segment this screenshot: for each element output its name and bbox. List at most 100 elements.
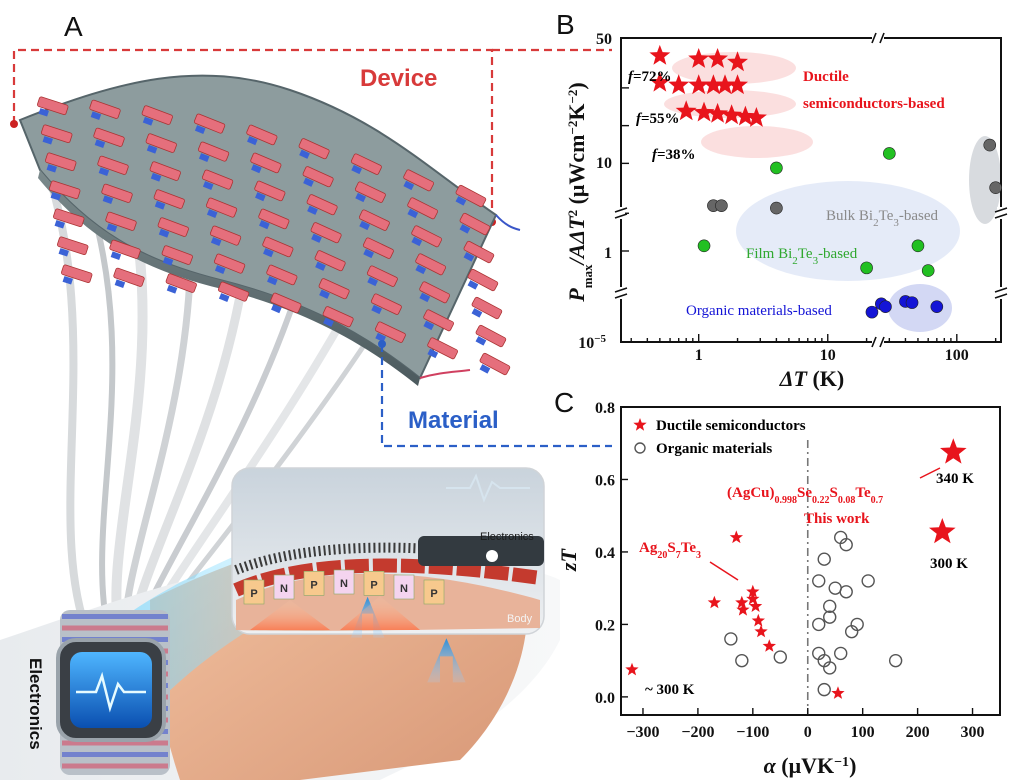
thermoelectric-legs [37, 96, 511, 376]
device-callout-line [12, 48, 494, 222]
thermoelectric-leg [362, 237, 394, 259]
panel-c-xtick-label: 300 [961, 724, 985, 741]
axis-break-mark [871, 336, 877, 348]
electrode-pad [102, 195, 114, 204]
inset-heartbeat-icon [446, 473, 530, 503]
thermoelectric-leg [314, 250, 346, 272]
thermoelectric-leg [310, 222, 342, 244]
panel-b-circle-point [989, 181, 1002, 194]
thermoelectric-leg [258, 208, 290, 230]
smart-watch: Electronics [26, 610, 170, 775]
thermoelectric-leg [93, 127, 125, 147]
thermoelectric-leg [193, 113, 226, 134]
thermoelectric-leg [254, 180, 286, 202]
thermoelectric-leg [213, 253, 246, 274]
band-stripe [62, 614, 168, 619]
electrode-pad [311, 233, 322, 243]
panel-b-circle-point [930, 300, 944, 313]
thermoelectric-leg [467, 268, 499, 292]
panel-c-circle-point [861, 574, 875, 588]
panel-c-300k-approx: ~ 300 K [645, 682, 695, 698]
axis-break-mark [879, 336, 885, 348]
panel-b-ductile-line2: semiconductors-based [803, 96, 945, 112]
electrode-pad [419, 292, 431, 303]
heat-in-arrow-right [340, 596, 420, 630]
electrode-pad [259, 220, 270, 230]
panel-c-star-point [748, 599, 763, 612]
panel-b-circle-point [715, 199, 728, 212]
watch-screen [70, 652, 152, 728]
panel-c-circle-point [839, 537, 853, 552]
panel-c-star-point [762, 639, 776, 652]
panel-c-star-point [746, 592, 760, 605]
panel-b-star-point [734, 105, 756, 126]
electrode-pad [194, 125, 206, 135]
panel-c-circle-point [817, 682, 831, 697]
panel-b-xtick-label: 1 [695, 347, 703, 364]
axis-break-mark [994, 213, 1008, 219]
panel-b-xtick-label: 100 [945, 347, 969, 364]
thermoelectric-leg [89, 99, 121, 119]
thermoelectric-leg [209, 225, 242, 246]
thermoelectric-leg [318, 278, 350, 300]
thermoelectric-leg [217, 281, 250, 302]
electrode-pad [210, 237, 222, 247]
axis-break-mark [994, 287, 1008, 293]
panel-c-star-point [746, 584, 760, 598]
panel-c-xlabel: α (μVK−1) [764, 753, 857, 778]
panel-c-arrow-340 [919, 467, 941, 479]
panel-c-xtick-label: −100 [736, 724, 769, 741]
panel-b-star-point [727, 51, 748, 72]
ductile-38-band [701, 126, 813, 158]
electrode-pad [263, 248, 274, 258]
panel-c-circle-point [735, 653, 749, 668]
panel-c-circle-point [834, 646, 848, 661]
thermoelectric-leg [197, 141, 230, 162]
axis-break-gap [997, 287, 1005, 299]
device-label: Device [360, 65, 437, 92]
inset-leg [303, 571, 325, 596]
panel-b-circle-point [911, 239, 925, 253]
electrode-pad [62, 276, 73, 285]
thermoelectric-leg [101, 183, 133, 203]
panel-c-circle-point [812, 574, 826, 588]
panel-c-circle-point [828, 581, 842, 595]
inset-leg-letter: P [250, 588, 257, 600]
panel-b-circle-point [879, 300, 892, 313]
material-callout-dot [378, 340, 386, 348]
panel-c-frame [620, 406, 1001, 716]
thermoelectric-leg [141, 105, 173, 125]
electrode-pad [198, 153, 210, 163]
thermoelectric-leg [113, 267, 145, 287]
electrode-pad [110, 251, 122, 260]
inset-leg-letter: P [370, 579, 377, 591]
panel-b-ytick-50: 50 [596, 31, 612, 48]
panel-b-xlabel: ΔT (K) [779, 366, 845, 391]
electrode-pad [150, 172, 162, 182]
panel-c-circle-point [823, 610, 837, 624]
panel-c-ag-formula: Ag20S7Te3 [639, 540, 701, 561]
electrode-pad [467, 280, 479, 290]
panel-c-star-point [751, 613, 765, 627]
panel-b-circle-point [921, 264, 935, 277]
inset-leg-letter: P [430, 588, 437, 600]
panel-b-star-point [688, 74, 710, 95]
thermoelectric-leg [366, 265, 398, 287]
panel-b-circle-point [770, 201, 783, 215]
thermoelectric-leg [370, 293, 402, 315]
panel-b-circle-point [860, 261, 873, 275]
inset-leg-letter: P [310, 579, 317, 591]
thermoelectric-leg [37, 96, 69, 116]
electrode-pad [114, 279, 126, 288]
panel-c-circle-point [817, 552, 831, 566]
panel-a-letter: A [64, 11, 83, 42]
electrode-pad [154, 200, 166, 210]
electrode-pad [98, 167, 110, 176]
panel-c-legend: Ductile semiconductors Organic materials [633, 418, 806, 457]
heat-out-arrow-right [427, 638, 466, 683]
panel-c-ytick-label: 0.6 [595, 472, 615, 489]
panel-c-star-point [831, 686, 845, 699]
thermoelectric-leg [270, 292, 302, 314]
thermoelectric-leg [266, 264, 298, 286]
panel-b-ytick-10: 10 [596, 155, 612, 172]
